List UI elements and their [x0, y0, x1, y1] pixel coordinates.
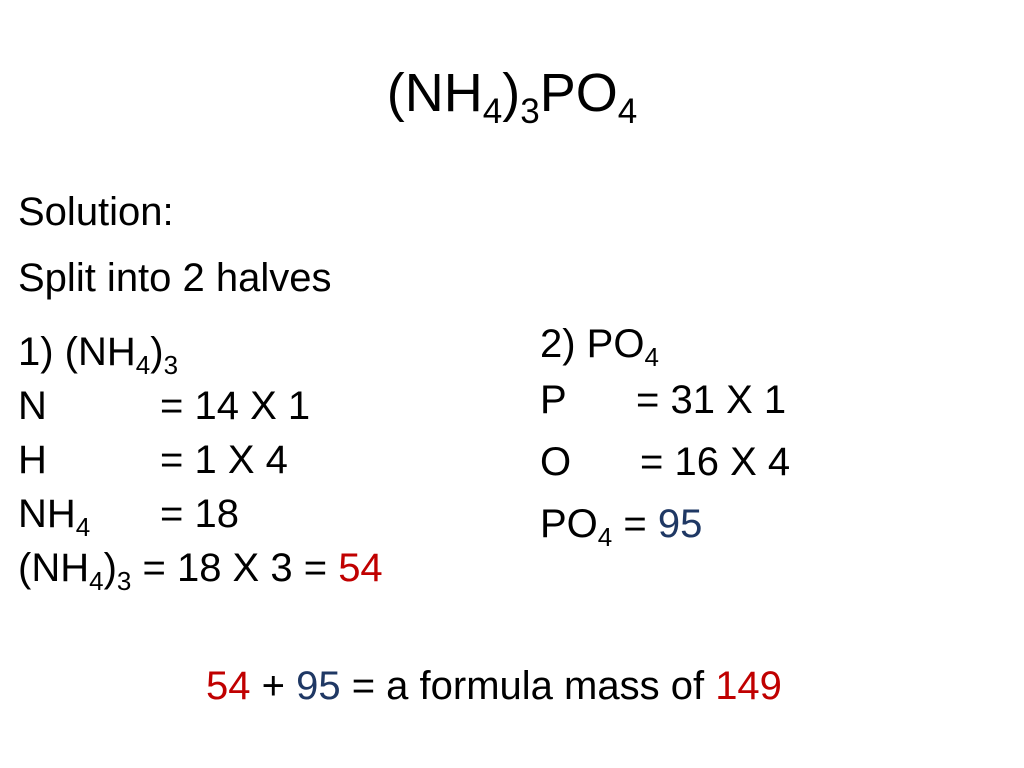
split-label: Split into 2 halves	[18, 256, 332, 301]
po4-sub: 4	[598, 522, 612, 552]
nh4-pre: NH	[18, 492, 76, 536]
title-sub-3: 4	[618, 92, 638, 131]
left-total-row: (NH4)3 = 18 X 3 = 54	[18, 546, 383, 591]
left-heading-mid: )	[150, 330, 163, 374]
o-equation: = 16 X 4	[640, 440, 790, 485]
summary-c: 149	[715, 664, 782, 708]
summary-b: 95	[296, 664, 341, 708]
summary-line: 54 + 95 = a formula mass of 149	[206, 664, 782, 709]
left-heading-sub2: 3	[164, 350, 178, 380]
p-equation: = 31 X 1	[636, 378, 786, 423]
n-equation: = 14 X 1	[160, 384, 310, 429]
left-total-pre: (NH	[18, 546, 89, 590]
title-part-1: (NH	[387, 63, 483, 123]
po4-row: PO4 = 95	[540, 502, 702, 547]
title-sub-1: 4	[483, 92, 503, 131]
h-label: H	[18, 438, 47, 483]
right-heading-sub: 4	[644, 342, 658, 372]
n-label: N	[18, 384, 47, 429]
title-part-3: PO	[540, 63, 618, 123]
summary-mid: = a formula mass of	[341, 664, 716, 708]
nh4-row: NH4	[18, 492, 90, 537]
summary-plus: +	[251, 664, 297, 708]
nh4-equation: = 18	[160, 492, 239, 537]
title-part-2: )	[502, 63, 520, 123]
title-sub-2: 3	[520, 92, 540, 131]
summary-a: 54	[206, 664, 251, 708]
slide-title: (NH4)3PO4	[0, 62, 1024, 124]
h-equation: = 1 X 4	[160, 438, 288, 483]
left-total-sub1: 4	[89, 566, 103, 596]
slide: (NH4)3PO4 Solution: Split into 2 halves …	[0, 0, 1024, 768]
p-label: P	[540, 378, 567, 423]
left-heading-pre: 1) (NH	[18, 330, 136, 374]
solution-label: Solution:	[18, 190, 174, 235]
left-total-mid: )	[104, 546, 117, 590]
left-heading: 1) (NH4)3	[18, 330, 178, 375]
left-total-sub2: 3	[117, 566, 131, 596]
po4-value: 95	[658, 502, 703, 546]
po4-pre: PO	[540, 502, 598, 546]
left-heading-sub1: 4	[136, 350, 150, 380]
right-heading: 2) PO4	[540, 322, 659, 367]
left-total-value: 54	[338, 546, 383, 590]
left-total-eq: = 18 X 3 =	[131, 546, 338, 590]
po4-eq: =	[612, 502, 658, 546]
right-heading-pre: 2) PO	[540, 322, 644, 366]
o-label: O	[540, 440, 571, 485]
nh4-sub: 4	[76, 512, 90, 542]
